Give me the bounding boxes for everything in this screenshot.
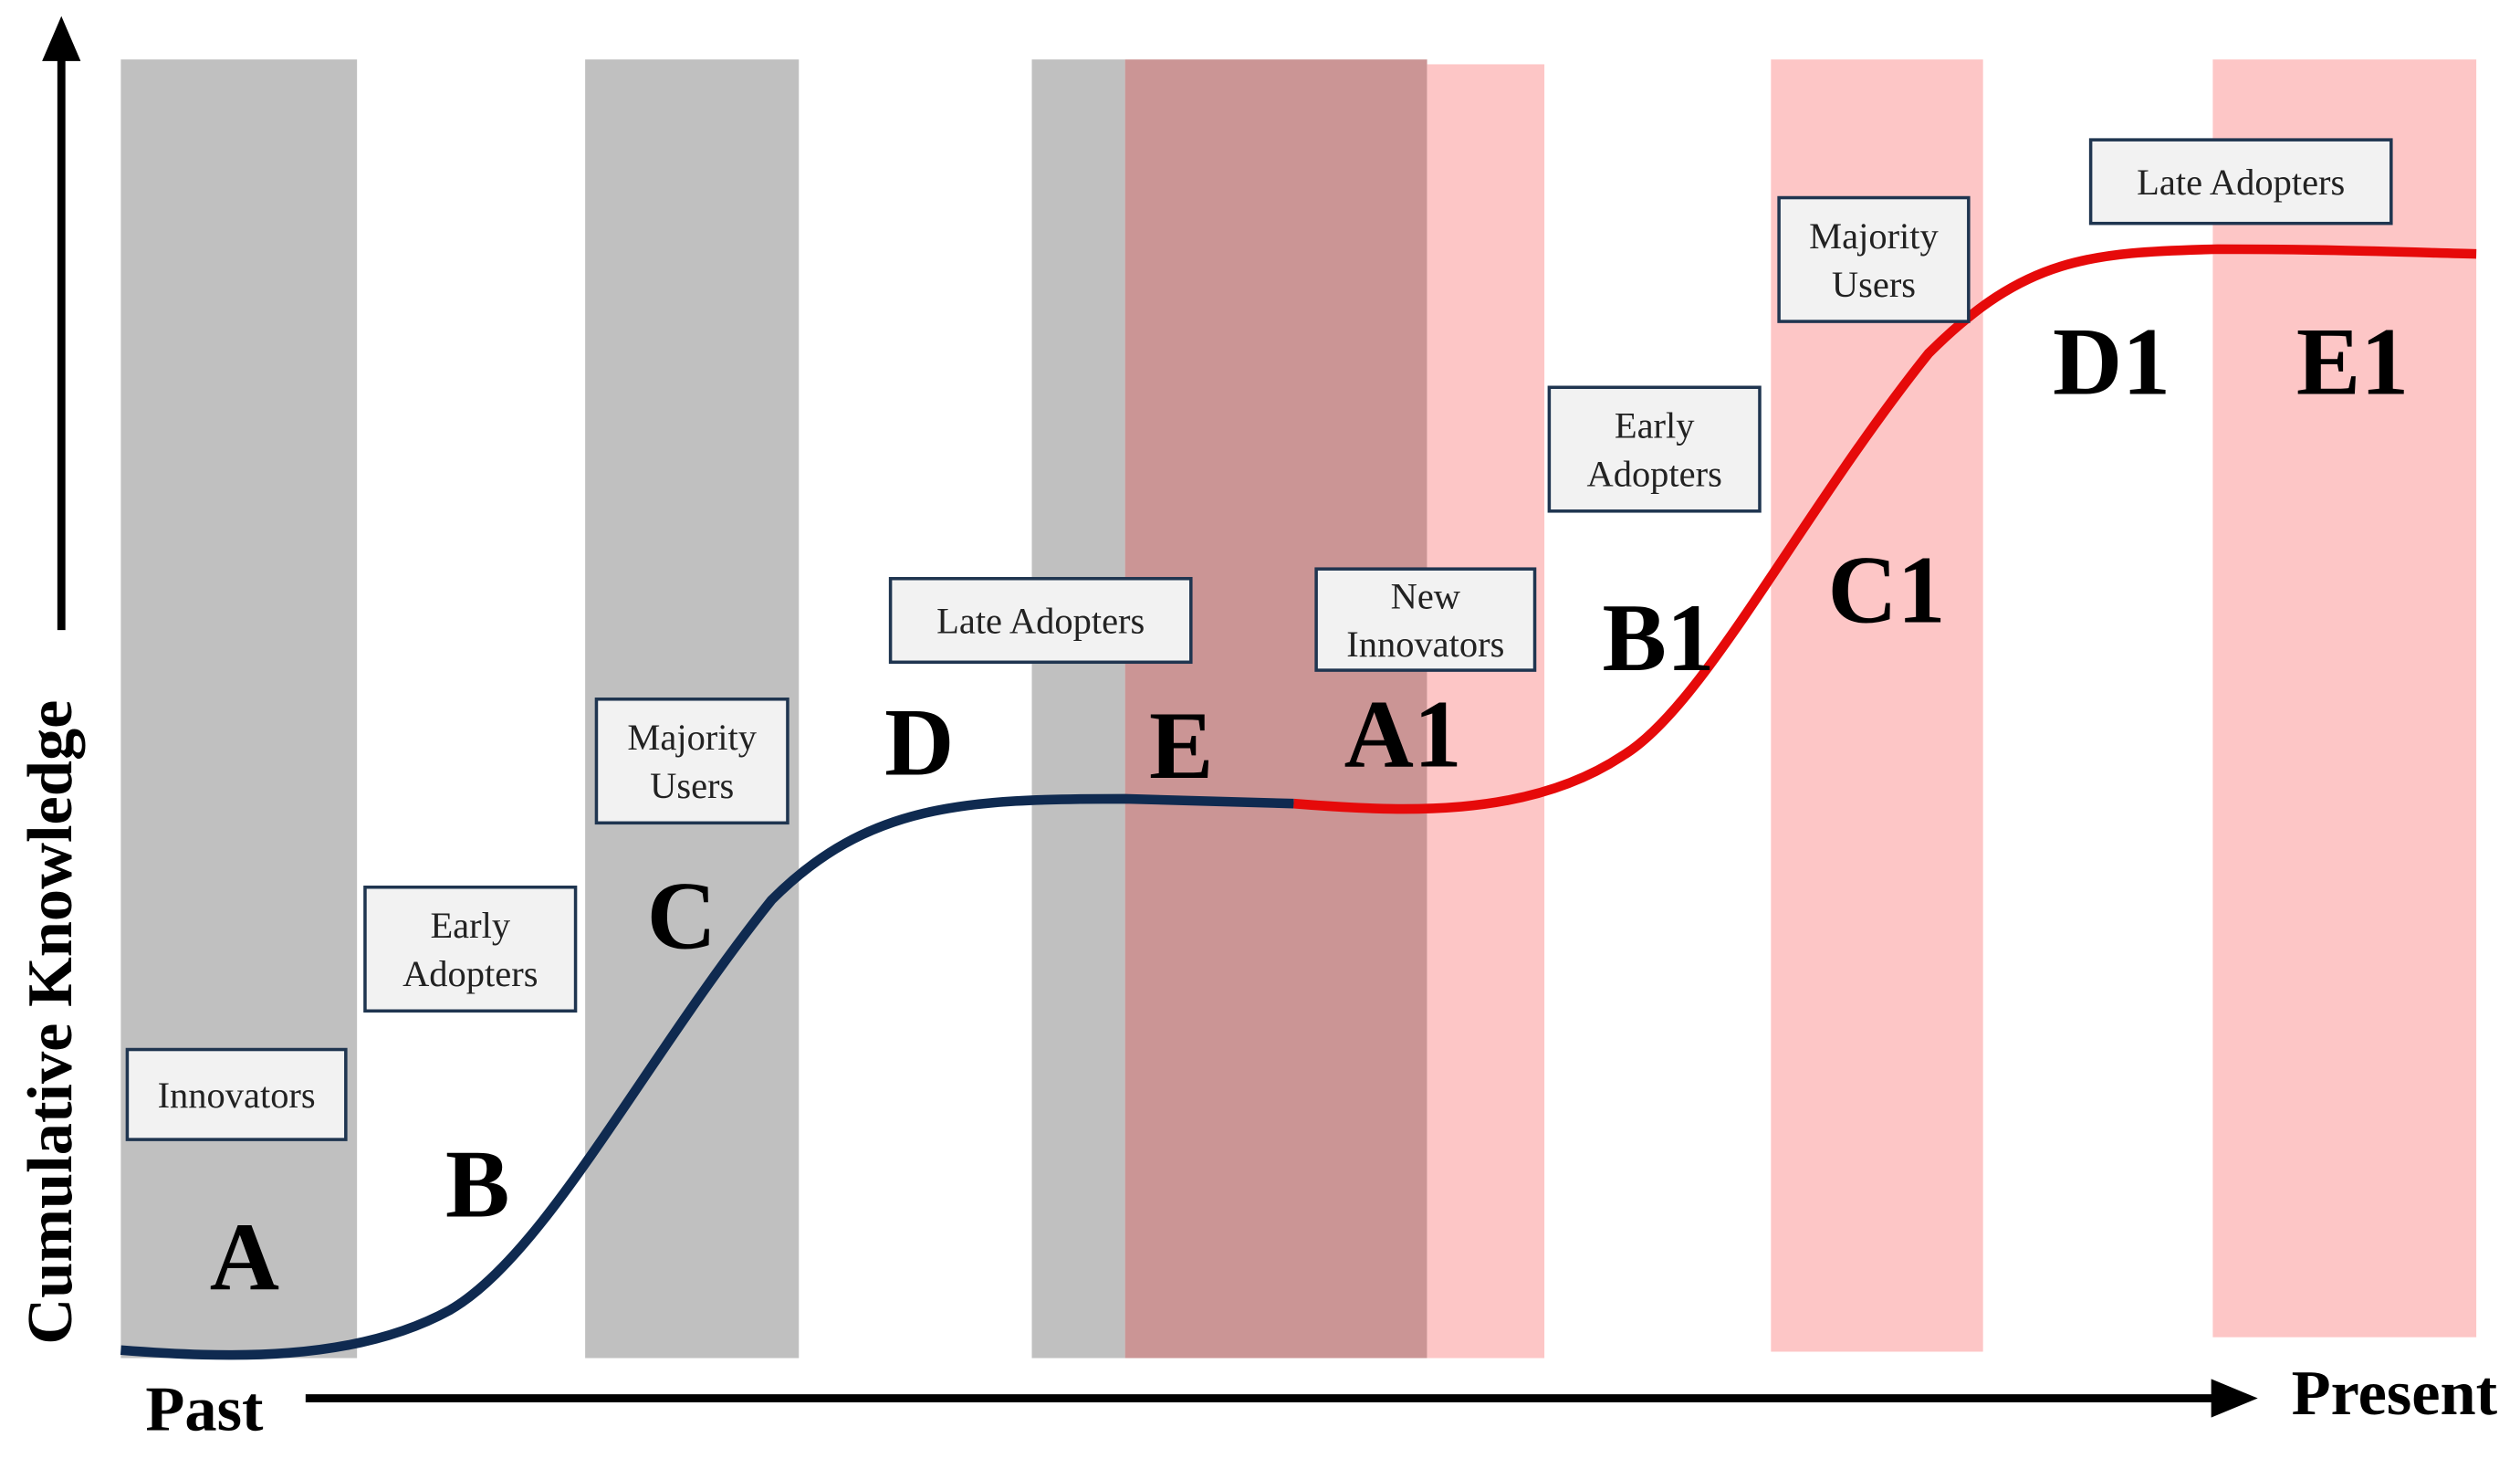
stage-letter: C1 (1828, 536, 1946, 643)
gray-band (120, 59, 358, 1359)
box-text: Late Adopters (2137, 162, 2345, 203)
stage-box: Majority Users (594, 698, 789, 825)
stage-box: Innovators (125, 1047, 348, 1141)
x-end-label: Present (2292, 1358, 2498, 1429)
box-text: Early (1615, 405, 1695, 446)
box-text: Majority (1809, 215, 1939, 257)
gray-band (1031, 59, 1125, 1359)
stage-box: New Innovators (1314, 567, 1537, 672)
stage-letter: B (445, 1131, 509, 1238)
y-arrowhead (42, 16, 81, 61)
stage-letter: D1 (2053, 308, 2170, 414)
stage-letter: C (647, 863, 716, 970)
box-text: Late Adopters (936, 601, 1145, 642)
box-text: Majority (627, 717, 757, 758)
stage-letter: A (210, 1203, 279, 1310)
stage-letter: A1 (1344, 681, 1462, 788)
pink-band (2212, 59, 2477, 1338)
box (125, 1047, 348, 1141)
stage-box: Early Adopters (363, 885, 578, 1013)
x-start-label: Past (145, 1374, 264, 1445)
stage-box: Early Adopters (1547, 385, 1762, 513)
stage-box: Late Adopters (2088, 138, 2393, 226)
box (1547, 385, 1762, 513)
box-text: Innovators (1346, 624, 1504, 665)
box (888, 576, 1193, 665)
stage-letter: D (884, 689, 954, 796)
stage-letter: E1 (2296, 308, 2409, 414)
box (363, 885, 578, 1013)
box-text: Users (650, 765, 734, 806)
y-axis-label: Cumulative Knowledge (15, 700, 86, 1345)
past-curve (120, 793, 1294, 1360)
box (594, 698, 789, 825)
stage-letter: B1 (1602, 584, 1714, 691)
box (2088, 138, 2393, 226)
box-text: Innovators (158, 1075, 316, 1116)
box-text: Adopters (403, 953, 538, 994)
stage-letter: E (1149, 692, 1213, 799)
box-text: Users (1832, 264, 1916, 305)
stage-box: Late Adopters (888, 576, 1193, 665)
box-text: Early (430, 905, 510, 946)
x-arrowhead (2211, 1379, 2258, 1418)
stage-box: Majority Users (1777, 195, 1971, 323)
pink-band (1427, 64, 1545, 1359)
box (1314, 567, 1537, 672)
box (1777, 195, 1971, 323)
overlap-band (1124, 59, 1427, 1359)
box-text: New (1391, 575, 1461, 616)
box-text: Adopters (1586, 454, 1721, 495)
present-curve (1293, 244, 2477, 814)
